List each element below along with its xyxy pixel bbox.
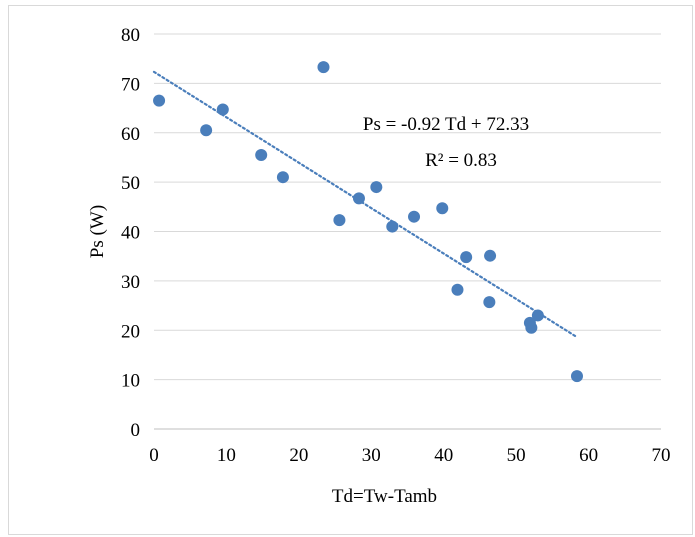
data-point bbox=[317, 61, 330, 74]
trendline bbox=[152, 70, 579, 339]
trendline-r-squared: R² = 0.83 bbox=[425, 150, 497, 171]
data-point bbox=[333, 214, 346, 227]
data-point bbox=[255, 148, 268, 161]
data-point bbox=[484, 249, 497, 262]
y-tick-label: 20 bbox=[121, 321, 140, 342]
y-tick-label: 30 bbox=[121, 272, 140, 293]
y-tick-label: 70 bbox=[121, 74, 140, 95]
data-point bbox=[216, 103, 229, 116]
data-point bbox=[531, 309, 544, 322]
data-point bbox=[352, 192, 365, 205]
scatter-plot: 0 10 20 30 40 50 60 70 80 0 10 20 30 40 50 60 70 Ps = -0… bbox=[87, 25, 671, 507]
x-tick-label: 0 bbox=[149, 445, 159, 466]
x-tick-label: 20 bbox=[289, 445, 308, 466]
data-point bbox=[451, 283, 464, 296]
x-tick-label: 60 bbox=[579, 445, 598, 466]
data-point bbox=[460, 251, 473, 264]
trendline-equation: Ps = -0.92 Td + 72.33 bbox=[363, 114, 529, 135]
y-tick-label: 40 bbox=[121, 223, 140, 244]
data-point bbox=[525, 321, 538, 334]
data-point bbox=[436, 202, 449, 215]
x-axis-title: Td=Tw-Tamb bbox=[332, 486, 437, 507]
y-tick-label: 80 bbox=[121, 25, 140, 46]
x-tick-label: 10 bbox=[217, 445, 236, 466]
tick-labels: 0 10 20 30 40 50 60 70 80 0 10 20 30 40 50 60 70 bbox=[121, 25, 671, 466]
data-point bbox=[483, 296, 496, 309]
data-point bbox=[370, 181, 383, 194]
data-point bbox=[408, 210, 421, 223]
y-tick-label: 10 bbox=[121, 371, 140, 392]
x-tick-label: 30 bbox=[362, 445, 381, 466]
data-point bbox=[386, 220, 399, 233]
data-point bbox=[276, 171, 289, 184]
y-tick-label: 60 bbox=[121, 124, 140, 145]
y-axis-title: Ps (W) bbox=[87, 205, 108, 258]
data-point bbox=[153, 94, 166, 107]
y-tick-label: 50 bbox=[121, 173, 140, 194]
data-points bbox=[153, 61, 583, 383]
chart-frame: 0 10 20 30 40 50 60 70 80 0 10 20 30 40 50 60 70 Ps = -0… bbox=[8, 5, 693, 535]
x-tick-label: 40 bbox=[434, 445, 453, 466]
x-tick-label: 70 bbox=[652, 445, 671, 466]
trendline-group bbox=[152, 70, 579, 339]
data-point bbox=[200, 124, 213, 137]
x-tick-label: 50 bbox=[507, 445, 526, 466]
y-tick-label: 0 bbox=[131, 420, 141, 441]
data-point bbox=[570, 370, 583, 383]
gridlines bbox=[154, 33, 661, 381]
